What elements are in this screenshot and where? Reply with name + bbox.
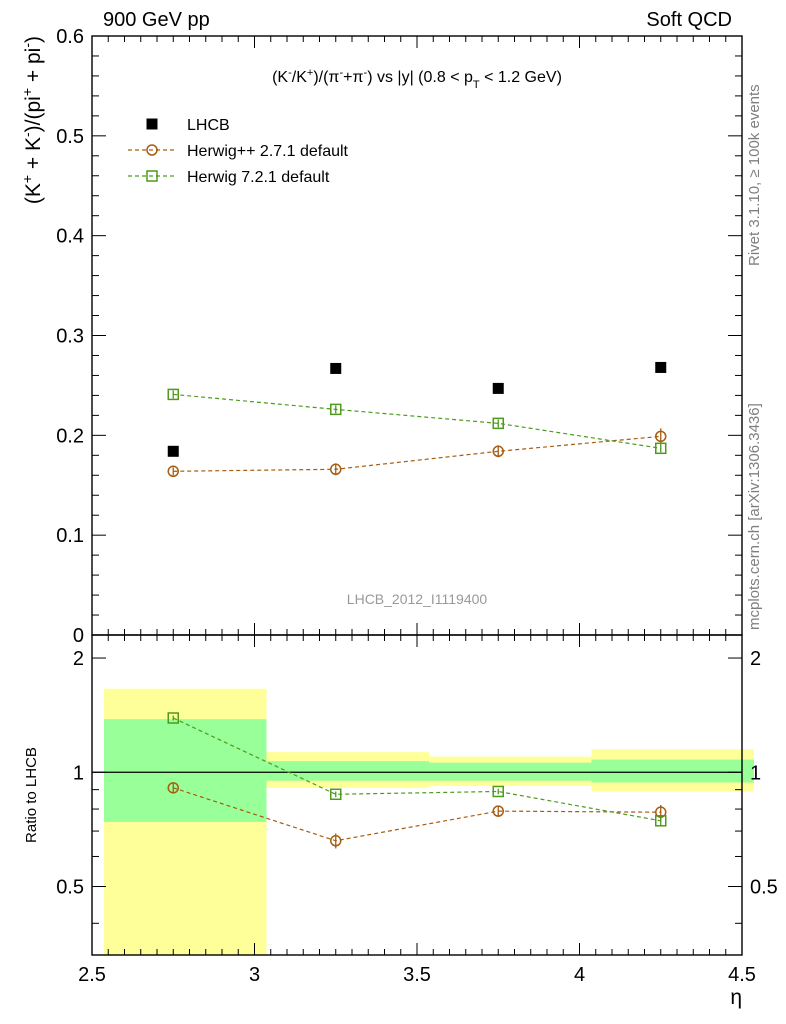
chart-texts: (K-/K+)/(π-+π-) vs |y| (0.8 < pT < 1.2 G…	[19, 36, 742, 1009]
ratio-y-tick-label-right: 2	[750, 648, 761, 670]
ratio-y-axis-label: Ratio to LHCB	[23, 747, 40, 843]
ratio-y-tick-label-left: 0.5	[56, 877, 84, 899]
ratio-series-line-0	[173, 787, 661, 842]
data-point-1-1	[330, 463, 342, 476]
header-left: 900 GeV pp	[103, 9, 210, 31]
data-point-2-3	[655, 442, 667, 455]
band-stat-1	[266, 761, 429, 781]
analysis-watermark: LHCB_2012_I1119400	[347, 591, 488, 607]
main-y-tick-label: 0.2	[56, 425, 84, 447]
data-point-0-2	[492, 382, 504, 394]
legend: LHCB Herwig++ 2.7.1 default Herwig 7.2.1 d…	[128, 117, 349, 186]
legend-label-0: LHCB	[187, 117, 230, 134]
plot-title: (K-/K+)/(π-+π-) vs |y| (0.8 < pT < 1.2 G…	[272, 67, 562, 91]
data-point-1-3	[655, 430, 667, 443]
ratio-series-line-1	[172, 717, 661, 822]
data-point-1-0	[167, 465, 179, 478]
axis-tick-labels: 0 0.1 0.2 0.3 0.4 0.5 0.6 0.5 0.5 1 1 2 2 2.5 3 3.5 4 4.5	[56, 26, 778, 986]
x-tick-label: 3.5	[403, 964, 431, 986]
main-y-axis-label: (K+ + K-)/(pi+ + pi-)	[19, 36, 45, 204]
series-line-2	[173, 393, 661, 449]
x-tick-label: 4.5	[728, 964, 756, 986]
main-y-tick-label: 0.3	[56, 326, 84, 348]
ratio-y-tick-label-left: 1	[73, 762, 84, 784]
data-point-0-3	[655, 361, 667, 373]
ratio-point-0-2	[492, 805, 504, 817]
ratio-point-1-1	[330, 788, 342, 801]
legend-marker-0	[146, 118, 158, 130]
data-point-2-1	[330, 403, 342, 416]
ratio-point-1-3	[655, 815, 667, 827]
ratio-point-0-0	[167, 782, 179, 794]
data-point-1-2	[492, 445, 504, 458]
ratio-point-1-0	[167, 712, 179, 724]
legend-marker-2	[146, 170, 158, 182]
main-y-tick-label: 0.4	[56, 226, 84, 248]
ratio-uncertainty-bands	[92, 688, 754, 955]
ratio-y-tick-label-right: 0.5	[750, 877, 778, 899]
x-axis-label: η	[730, 986, 742, 1009]
header-right: Soft QCD	[646, 9, 732, 31]
main-y-tick-label: 0.5	[56, 126, 84, 148]
data-point-2-0	[167, 388, 179, 401]
axis-ticks	[91, 35, 743, 955]
ratio-point-0-1	[330, 835, 342, 847]
legend-label-2: Herwig 7.2.1 default	[187, 169, 330, 186]
main-y-tick-label: 0	[73, 625, 84, 647]
data-point-0-0	[167, 445, 179, 457]
data-point-0-1	[330, 362, 342, 374]
main-y-tick-label: 0.6	[56, 26, 84, 48]
band-stat-0	[104, 719, 267, 822]
ratio-y-tick-label-right: 1	[750, 762, 761, 784]
data-point-2-2	[492, 417, 504, 430]
x-tick-label: 3	[249, 964, 260, 986]
main-y-tick-label: 0.1	[56, 525, 84, 547]
x-tick-label: 2.5	[78, 964, 106, 986]
legend-label-1: Herwig++ 2.7.1 default	[187, 143, 349, 160]
ratio-point-1-2	[492, 785, 504, 798]
data-marks	[167, 361, 667, 849]
legend-marker-1	[146, 144, 158, 156]
ratio-y-tick-label-left: 2	[73, 648, 84, 670]
band-stat-3	[591, 759, 754, 783]
x-tick-label: 4	[574, 964, 585, 986]
series-line-1	[173, 435, 661, 472]
